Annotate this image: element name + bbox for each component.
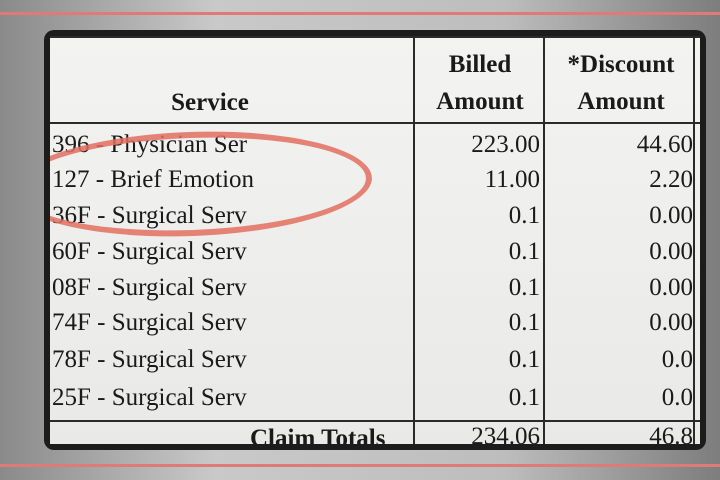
amount-cell: 223.00 bbox=[471, 131, 540, 158]
header-cell: Service bbox=[171, 89, 249, 116]
service-cell: 74F - Surgical Serv bbox=[52, 309, 247, 336]
amount-cell: 0.1 bbox=[508, 238, 540, 265]
amount-cell: 0.1 bbox=[508, 202, 540, 229]
header-cell: Billed Amount bbox=[436, 51, 524, 115]
rule bbox=[50, 122, 700, 124]
totals-cell: 46.8 bbox=[649, 423, 693, 444]
totals-cell: 234.06 bbox=[471, 423, 540, 444]
header-cell: *Discount Amount bbox=[567, 51, 675, 115]
service-cell: 127 - Brief Emotion bbox=[52, 166, 255, 193]
service-cell: 396 - Physician Ser bbox=[52, 131, 248, 158]
border-line bbox=[0, 12, 720, 15]
service-cell: 25F - Surgical Serv bbox=[52, 384, 247, 411]
rule bbox=[543, 36, 545, 444]
annotation-circle bbox=[50, 125, 374, 243]
rule bbox=[50, 36, 700, 38]
bill-paper: Service Billed Amount *Discount Amount 3… bbox=[50, 36, 700, 444]
amount-cell: 0.0 bbox=[661, 384, 693, 411]
service-cell: 36F - Surgical Serv bbox=[52, 202, 247, 229]
amount-cell: 0.00 bbox=[649, 238, 693, 265]
amount-cell: 0.1 bbox=[508, 384, 540, 411]
amount-cell: 44.60 bbox=[636, 131, 693, 158]
amount-cell: 2.20 bbox=[649, 166, 693, 193]
service-cell: 08F - Surgical Serv bbox=[52, 274, 247, 301]
rule bbox=[693, 36, 695, 444]
service-cell: 78F - Surgical Serv bbox=[52, 346, 247, 373]
amount-cell: 11.00 bbox=[484, 166, 540, 193]
totals-label: Claim Totals bbox=[250, 425, 386, 444]
rule bbox=[413, 36, 415, 444]
service-cell: 60F - Surgical Serv bbox=[52, 238, 247, 265]
amount-cell: 0.00 bbox=[649, 202, 693, 229]
amount-cell: 0.1 bbox=[508, 346, 540, 373]
amount-cell: 0.1 bbox=[508, 309, 540, 336]
amount-cell: 0.00 bbox=[649, 309, 693, 336]
amount-cell: 0.1 bbox=[508, 274, 540, 301]
amount-cell: 0.00 bbox=[649, 274, 693, 301]
border-line bbox=[0, 464, 720, 467]
rule bbox=[50, 420, 700, 422]
amount-cell: 0.0 bbox=[661, 346, 693, 373]
